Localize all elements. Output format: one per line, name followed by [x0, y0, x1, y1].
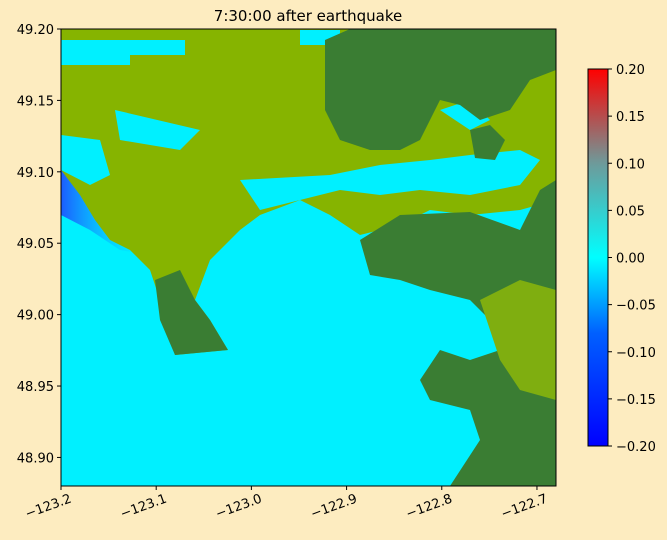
- x-tick-label: −122.7: [499, 492, 549, 523]
- low-water: [61, 160, 150, 255]
- colorbar-tick-label: −0.20: [616, 440, 656, 455]
- x-tick-label: −123.1: [118, 492, 168, 523]
- x-tick-label: −123.0: [214, 492, 264, 523]
- y-tick-label: 49.20: [17, 23, 54, 38]
- land-upland: [360, 180, 556, 486]
- colorbar-tick-label: 0.10: [616, 157, 645, 172]
- axes-frame: [60, 28, 557, 487]
- x-tick-label: −122.8: [404, 492, 454, 523]
- y-tick-label: 49.15: [17, 94, 54, 109]
- x-tick-label: −123.2: [23, 492, 73, 523]
- land-upland: [155, 270, 228, 355]
- y-tick-label: 49.00: [17, 309, 54, 324]
- colorbar-tick-label: 0.20: [616, 63, 645, 78]
- colorbar-tick-label: −0.15: [616, 393, 656, 408]
- map-area: [61, 29, 556, 486]
- y-tick-label: 49.05: [17, 237, 54, 252]
- colorbar-tick-label: 0.00: [616, 252, 645, 267]
- colorbar-tick-label: −0.10: [616, 346, 656, 361]
- colorbar-tick-label: 0.15: [616, 110, 645, 125]
- land-upland: [325, 29, 556, 150]
- y-tick-label: 48.95: [17, 380, 54, 395]
- y-tick-label: 48.90: [17, 451, 54, 466]
- y-tick-label: 49.10: [17, 166, 54, 181]
- colorbar-tick-label: −0.05: [616, 299, 656, 314]
- chart-title: 7:30:00 after earthquake: [214, 7, 402, 25]
- land-lowland: [480, 280, 556, 400]
- colorbar-tick-label: 0.05: [616, 204, 645, 219]
- land-upland: [470, 125, 505, 160]
- x-tick-label: −122.9: [309, 492, 359, 523]
- colorbar: [587, 68, 609, 447]
- channels: [61, 30, 540, 210]
